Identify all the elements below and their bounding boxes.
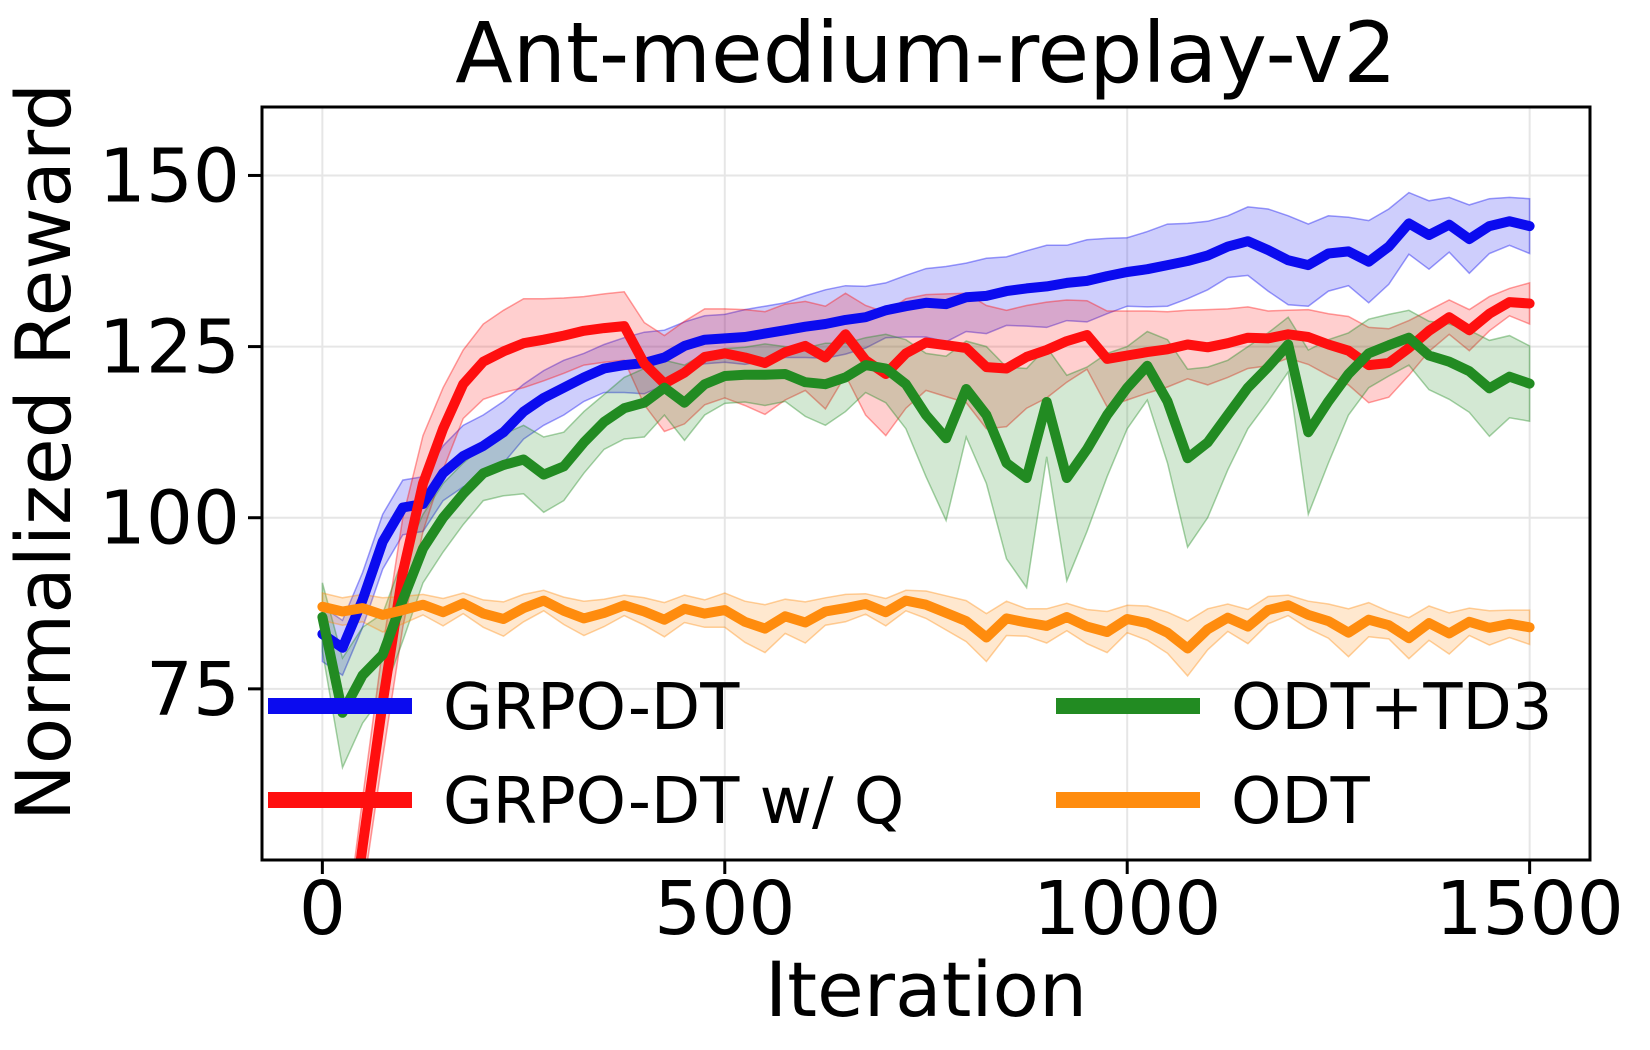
x-tick-label: 1500: [1435, 866, 1623, 952]
y-tick-label: 100: [99, 476, 240, 562]
chart-title: Ant-medium-replay-v2: [455, 4, 1396, 102]
tick-labels: 0 500 1000 1500 75 100 125 150: [99, 133, 1624, 952]
y-tick-label: 125: [99, 305, 240, 391]
series-lines: [317, 216, 1535, 860]
x-tick-label: 500: [654, 866, 795, 952]
plot-border: [260, 105, 1592, 862]
axis-ticks: [248, 173, 1532, 874]
band-ODT: [321, 589, 1531, 678]
legend-label-GRPO-DT: GRPO-DT: [443, 671, 740, 745]
legend: GRPO-DT GRPO-DT w/ Q ODT+TD3 ODT: [268, 671, 1552, 839]
line-GRPO-DT: [317, 216, 1535, 653]
legend-label-GRPO-DT w/ Q: GRPO-DT w/ Q: [443, 765, 904, 839]
band-GRPO-DT: [321, 191, 1531, 677]
y-tick-label: 150: [99, 133, 240, 219]
legend-label-ODT: ODT: [1231, 765, 1371, 839]
x-axis-label: Iteration: [765, 945, 1087, 1034]
line-GRPO-DT w/ Q: [355, 297, 1535, 860]
line-ODT: [317, 595, 1535, 654]
y-tick-label: 75: [146, 647, 240, 733]
y-axis-label: Normalized Reward: [0, 83, 88, 821]
legend-label-ODT+TD3: ODT+TD3: [1231, 671, 1552, 745]
x-tick-label: 0: [299, 866, 346, 952]
band-ODT+TD3: [321, 309, 1531, 771]
x-tick-label: 1000: [1033, 866, 1221, 952]
line-ODT+TD3: [317, 332, 1535, 718]
